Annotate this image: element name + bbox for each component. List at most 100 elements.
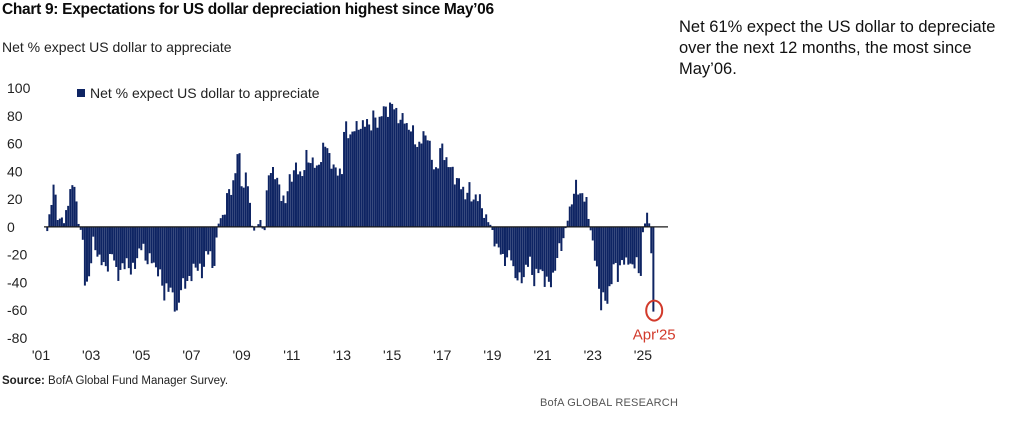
bar	[238, 153, 241, 227]
bar	[633, 226, 636, 269]
bar	[303, 170, 306, 227]
bar	[552, 226, 555, 273]
bar	[618, 226, 621, 266]
bar	[426, 140, 429, 227]
bar	[85, 226, 88, 282]
bar	[422, 131, 425, 227]
bar	[75, 201, 78, 227]
bar	[292, 170, 295, 227]
bar	[420, 143, 423, 227]
bar	[305, 149, 308, 227]
bar	[537, 226, 540, 274]
bar	[516, 226, 519, 281]
bar	[307, 162, 310, 227]
bar	[190, 226, 193, 282]
bar	[363, 126, 366, 227]
bar	[326, 148, 329, 227]
bar	[240, 186, 243, 227]
bar	[570, 204, 573, 227]
bar	[623, 226, 626, 265]
bar	[439, 148, 442, 227]
bar	[88, 226, 91, 277]
bar	[228, 189, 231, 227]
bar	[506, 226, 509, 258]
bar	[349, 134, 352, 227]
y-tick-label: -20	[7, 247, 27, 263]
bar	[648, 223, 651, 227]
bar	[556, 226, 559, 258]
bar	[378, 116, 381, 227]
bar	[71, 185, 74, 227]
bar	[236, 154, 239, 227]
bar	[63, 223, 65, 227]
bar	[79, 226, 82, 230]
legend-swatch	[77, 89, 85, 97]
bar	[491, 226, 494, 231]
bar	[460, 189, 463, 227]
bar	[598, 226, 601, 289]
bar	[100, 226, 103, 266]
bar	[650, 226, 653, 254]
bar	[518, 226, 521, 273]
bar	[280, 201, 283, 227]
y-tick-label: -40	[7, 274, 27, 290]
bar	[60, 217, 63, 227]
bar	[493, 226, 496, 247]
bar	[602, 226, 605, 293]
chart-title: Chart 9: Expectations for US dollar depr…	[2, 1, 494, 18]
bar	[560, 226, 563, 251]
bar	[215, 226, 218, 238]
bar	[154, 226, 157, 268]
legend: Net % expect US dollar to appreciate	[77, 85, 320, 101]
bar	[535, 226, 538, 269]
bar	[73, 186, 76, 227]
bar	[432, 169, 435, 227]
bar	[286, 191, 289, 227]
bar	[56, 220, 59, 227]
bar	[581, 193, 584, 227]
bar	[320, 162, 323, 227]
y-tick-label: 100	[7, 80, 31, 96]
bar	[121, 226, 124, 264]
bar	[200, 226, 203, 279]
bar	[244, 172, 247, 227]
bar	[451, 166, 454, 227]
bar	[639, 226, 642, 276]
bar	[510, 226, 513, 261]
bar	[470, 201, 473, 227]
bar	[357, 129, 360, 227]
source-note: Source: BofA Global Fund Manager Survey.	[2, 375, 228, 387]
bar	[347, 138, 350, 227]
annotation-circle	[645, 299, 664, 322]
bar	[399, 119, 402, 227]
bar	[621, 226, 624, 261]
bar	[591, 226, 594, 241]
bar	[284, 203, 287, 227]
bar	[294, 162, 297, 227]
bar	[261, 226, 264, 229]
bar	[583, 201, 586, 227]
bar	[629, 226, 632, 264]
legend-label: Net % expect US dollar to appreciate	[90, 85, 320, 101]
bar	[587, 218, 590, 227]
bar	[343, 131, 346, 227]
bar	[111, 226, 114, 255]
bar	[313, 167, 316, 227]
bar	[198, 226, 201, 264]
bar	[389, 102, 392, 227]
bar	[501, 226, 504, 254]
bar	[468, 182, 471, 227]
bar	[462, 186, 465, 227]
annotation: Apr'25	[633, 299, 676, 344]
bar	[203, 226, 206, 267]
y-tick-label: -80	[7, 330, 27, 346]
bar	[113, 226, 116, 261]
bar	[234, 173, 237, 227]
y-tick-label: 20	[7, 191, 23, 207]
bar	[625, 226, 628, 258]
bar	[340, 174, 343, 227]
bar	[207, 226, 210, 255]
bar	[558, 226, 561, 244]
bar	[524, 226, 527, 265]
bar	[485, 214, 488, 227]
